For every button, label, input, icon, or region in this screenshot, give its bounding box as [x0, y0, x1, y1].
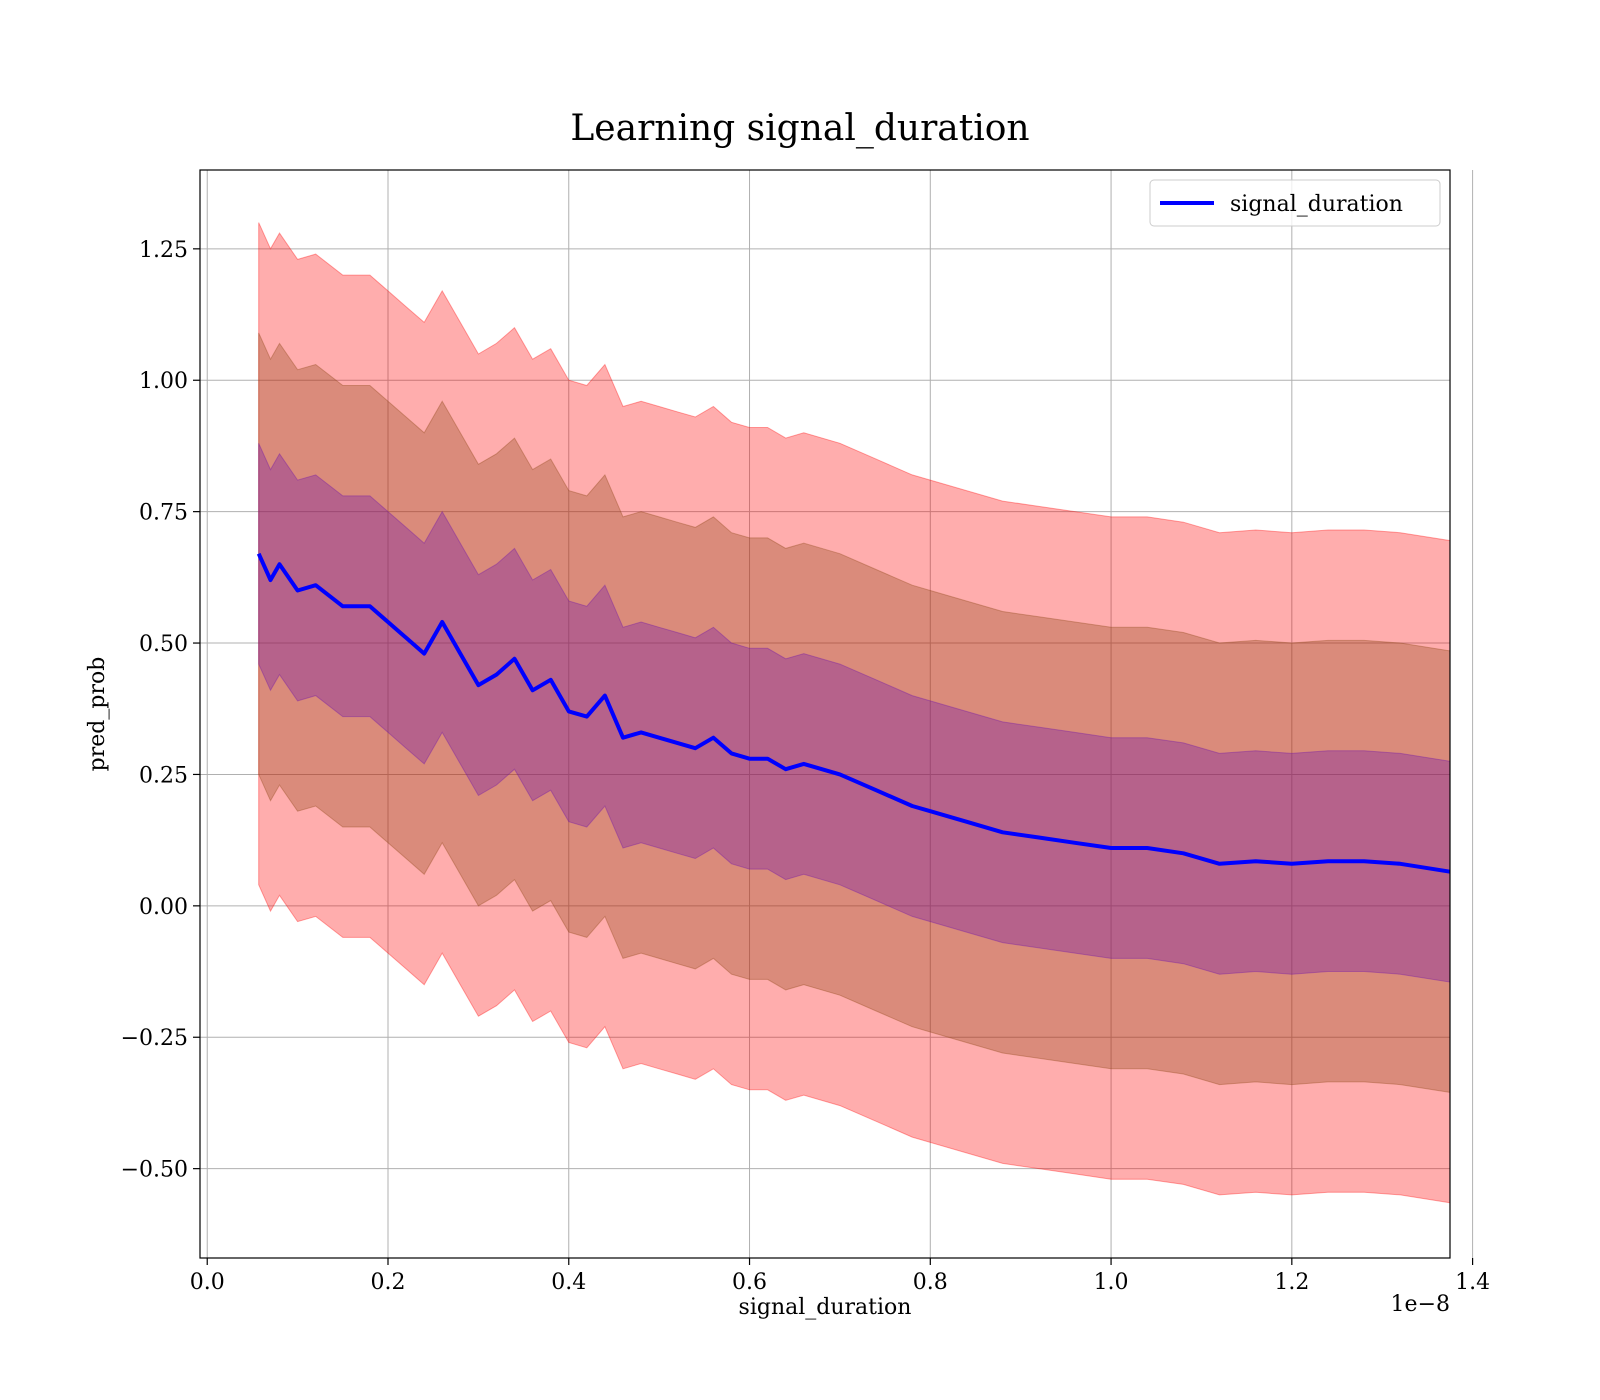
- chart-title: Learning signal_duration: [570, 108, 1029, 149]
- x-tick-label: 0.4: [551, 1270, 586, 1295]
- series-line: [256, 552, 1451, 874]
- y-tick-label: 1.25: [139, 238, 188, 263]
- legend-box: [1149, 179, 1441, 227]
- x-tick-label: 0.8: [913, 1270, 948, 1295]
- x-axis-label: signal_duration: [739, 1295, 912, 1320]
- x-tick-label: 1.0: [1094, 1270, 1129, 1295]
- y-tick-label: 0.50: [139, 632, 188, 657]
- x-tick-label: 0.2: [370, 1270, 405, 1295]
- plot-frame: [199, 169, 1451, 1259]
- x-axis-offset-label: 1e−8: [1391, 1292, 1450, 1317]
- legend: signal_duration: [1149, 179, 1441, 227]
- x-tick-label: 0.6: [732, 1270, 767, 1295]
- series-layer: [256, 552, 1451, 874]
- y-tick-label: 0.75: [139, 501, 188, 526]
- x-tick-label: 1.4: [1455, 1270, 1490, 1295]
- x-tick-label: 1.2: [1274, 1270, 1309, 1295]
- y-tick-label: 0.25: [139, 763, 188, 788]
- y-axis-label: pred_prob: [85, 657, 110, 772]
- y-tick-label: 1.00: [139, 369, 188, 394]
- legend-label: signal_duration: [1230, 192, 1403, 217]
- y-tick-label: 0.00: [139, 895, 188, 920]
- y-tick-label: −0.25: [121, 1026, 188, 1051]
- x-tick-label: 0.0: [190, 1270, 225, 1295]
- grid-layer: [200, 170, 1474, 1258]
- y-tick-label: −0.50: [121, 1158, 188, 1183]
- tick-layer: 0.0 0.2 0.4 0.6 0.8 1.0 1.2 1.4 −0.50 −0.25 0.00 0.…: [121, 238, 1491, 1295]
